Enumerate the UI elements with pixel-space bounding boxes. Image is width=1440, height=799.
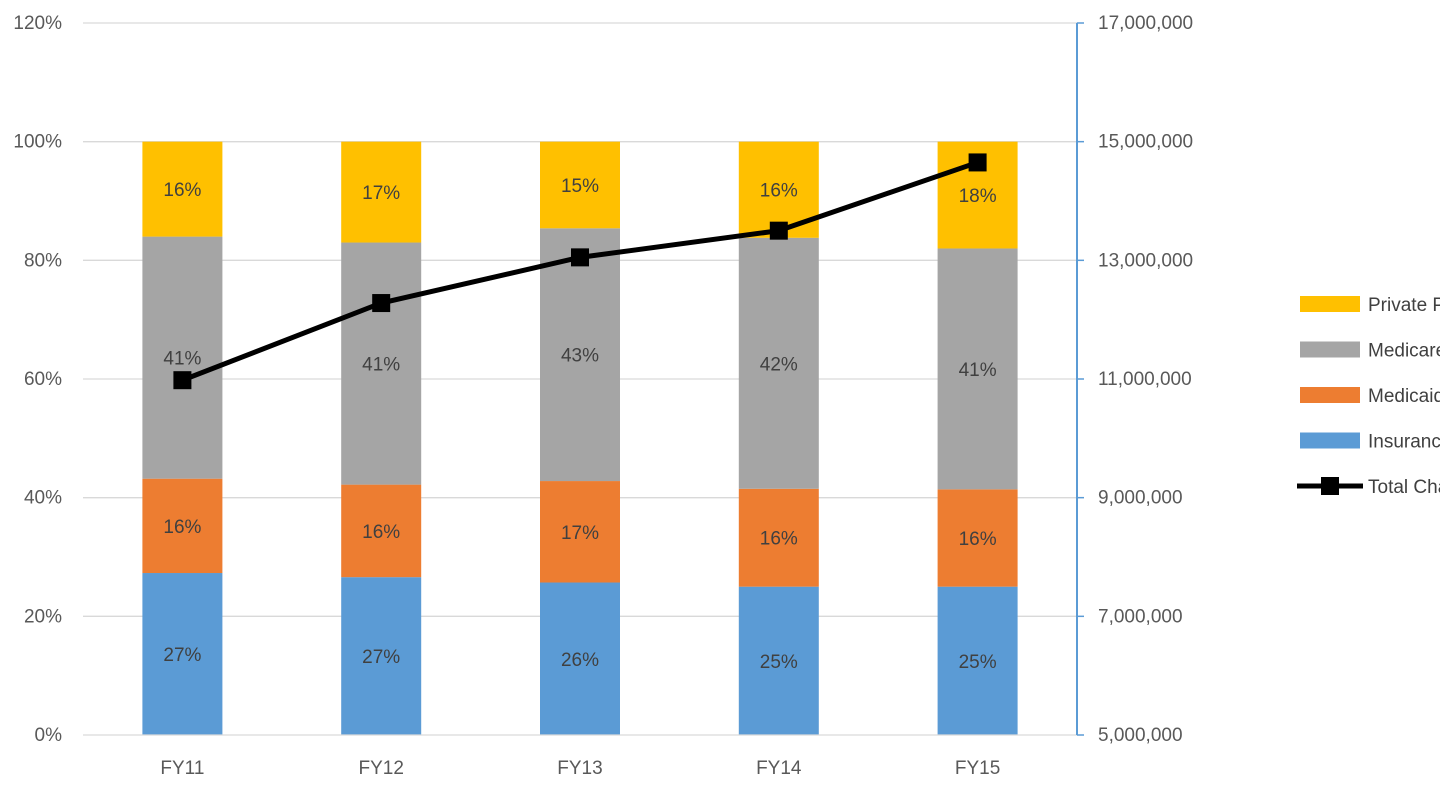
bar-medicare — [738, 237, 819, 489]
total-charges-marker — [372, 294, 391, 313]
legend-swatch-medicare — [1300, 341, 1360, 358]
legend-label-private-pay: Private Pay — [1368, 295, 1440, 316]
bar-insurance — [540, 582, 620, 735]
legend-label-medicaid: Medicaid — [1368, 386, 1440, 407]
bar-medicare — [540, 228, 620, 482]
legend-swatch-private-pay — [1300, 296, 1360, 312]
y-left-tick-label: 60% — [24, 369, 62, 390]
data-label: 41% — [959, 360, 997, 381]
legend-marker-total-charges — [1321, 477, 1339, 495]
bar-medicaid — [738, 488, 819, 587]
total-charges-marker — [173, 371, 192, 390]
total-charges-marker — [571, 248, 589, 267]
bar-medicare — [937, 248, 1018, 490]
bar-medicaid — [341, 484, 422, 578]
data-label: 16% — [760, 529, 798, 550]
bar-private-pay — [341, 141, 422, 243]
y-right-tick-label: 7,000,000 — [1098, 606, 1183, 627]
data-label: 16% — [959, 529, 997, 550]
y-right-tick-label: 13,000,000 — [1098, 250, 1193, 271]
legend: Private Pay Medicare Medicaid Insurance Tota… — [1297, 295, 1440, 498]
legend-swatch-insurance — [1300, 432, 1360, 449]
data-label: 25% — [760, 652, 798, 673]
legend-swatch-medicaid — [1300, 387, 1360, 403]
y-right-tick-label: 5,000,000 — [1098, 725, 1183, 746]
legend-label-total-charges: Total Charges — [1368, 477, 1440, 498]
y-left-tick-label: 80% — [24, 250, 62, 271]
x-tick-label: FY13 — [557, 758, 602, 779]
data-label: 27% — [362, 647, 400, 668]
y-right-tick-label: 17,000,000 — [1098, 13, 1193, 34]
bar-medicare — [341, 242, 422, 485]
bar-medicare — [142, 236, 223, 479]
data-label: 16% — [163, 180, 201, 201]
bar-insurance — [738, 586, 819, 735]
y-right-tick-label: 15,000,000 — [1098, 132, 1193, 153]
legend-label-medicare: Medicare — [1368, 341, 1440, 362]
bar-insurance — [341, 577, 422, 735]
y-left-tick-label: 100% — [13, 132, 62, 153]
bar-medicaid — [540, 481, 620, 583]
y-left-tick-label: 0% — [35, 725, 63, 746]
bars: 27% 16% 41% 16% 27% 16% 41% 17% 26% 17% 43% 15% 25% 1… — [142, 141, 1018, 735]
bar-insurance — [142, 573, 223, 735]
y-left-tick-label: 120% — [13, 13, 62, 34]
data-label: 43% — [561, 346, 599, 367]
data-label: 18% — [959, 186, 997, 207]
data-label: 26% — [561, 650, 599, 671]
axes: 0% 20% 40% 60% 80% 100% 120% 5,000,000 7,000,000… — [13, 13, 1193, 779]
data-label: 25% — [959, 652, 997, 673]
bar-medicaid — [937, 489, 1018, 587]
data-label: 27% — [163, 645, 201, 666]
x-tick-label: FY12 — [358, 758, 403, 779]
total-charges-line-group — [173, 153, 987, 390]
bar-private-pay — [142, 141, 223, 237]
y-left-tick-label: 20% — [24, 606, 62, 627]
x-tick-label: FY11 — [160, 758, 204, 779]
data-label: 17% — [362, 183, 400, 204]
x-tick-label: FY14 — [756, 758, 802, 779]
legend-label-insurance: Insurance — [1368, 432, 1440, 453]
bar-medicaid — [142, 478, 223, 574]
bar-insurance — [937, 586, 1018, 735]
data-label: 16% — [163, 517, 201, 538]
y-right-tick-label: 11,000,000 — [1098, 369, 1192, 390]
data-label: 41% — [163, 349, 201, 370]
data-label: 16% — [362, 522, 400, 543]
bar-private-pay — [540, 141, 620, 229]
y-right-tick-label: 9,000,000 — [1098, 488, 1183, 509]
data-label: 41% — [362, 355, 400, 376]
data-label: 42% — [760, 354, 798, 375]
data-label: 16% — [760, 181, 798, 202]
x-tick-label: FY15 — [955, 758, 1000, 779]
data-label: 15% — [561, 176, 599, 197]
y-left-tick-label: 40% — [24, 488, 62, 509]
total-charges-marker — [968, 153, 987, 172]
data-label: 17% — [561, 523, 599, 544]
total-charges-marker — [769, 221, 788, 240]
